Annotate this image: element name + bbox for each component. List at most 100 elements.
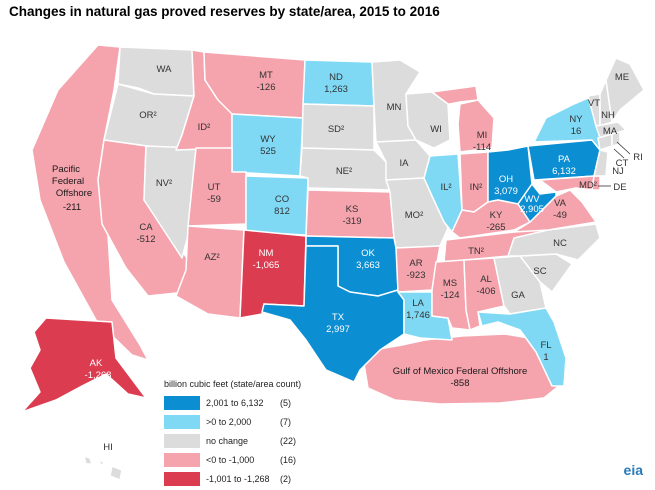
label-nh: NH (601, 110, 615, 121)
map-title: Changes in natural gas proved reserves b… (9, 4, 440, 19)
label-la-value: 1,746 (406, 310, 430, 321)
label-id: ID² (198, 122, 211, 133)
label-pa-value: 6,132 (552, 166, 576, 177)
label-ky-value: -265 (486, 222, 505, 233)
legend-item-1: 2,001 to 6,132 (5) (164, 395, 301, 411)
label-oh: OH (499, 174, 513, 185)
legend-count-3: (22) (280, 436, 297, 446)
label-tx: TX (332, 312, 345, 323)
label-wv-value: 2,905 (520, 204, 544, 215)
state-md[interactable] (539, 175, 595, 193)
label-mo: MO² (405, 210, 423, 221)
label-fl-value: 1 (543, 352, 548, 363)
label-in: IN² (470, 182, 483, 193)
state-mi[interactable] (431, 85, 495, 153)
label-sd: SD² (328, 124, 344, 135)
label-ak: AK (90, 358, 103, 369)
state-il[interactable] (423, 153, 463, 233)
label-ma: MA (603, 126, 618, 137)
label-wv: WV (524, 194, 540, 205)
label-la: LA (412, 298, 424, 309)
legend-swatch-4 (164, 453, 200, 467)
label-az: AZ² (204, 252, 219, 263)
label-mn: MN (387, 102, 402, 113)
label-ny: NY (569, 114, 583, 125)
label-pacific-value: -211 (63, 202, 81, 213)
label-mi: MI (477, 130, 488, 141)
legend-item-4: <0 to -1,000 (16) (164, 452, 301, 468)
legend-item-5: -1,001 to -1,268 (2) (164, 471, 301, 487)
label-al-value: -406 (476, 286, 495, 297)
label-ks: KS (346, 204, 359, 215)
state-fl[interactable] (477, 307, 567, 387)
legend-count-1: (5) (280, 398, 291, 408)
legend-label-4: <0 to -1,000 (206, 455, 255, 465)
legend-count-2: (7) (280, 417, 291, 427)
label-il: IL² (440, 182, 451, 193)
legend-swatch-2 (164, 415, 200, 429)
label-ut-value: -59 (207, 194, 221, 205)
legend-swatch-5 (164, 472, 200, 486)
label-pa: PA (558, 154, 571, 165)
label-md: MD² (579, 180, 597, 191)
label-va: VA (554, 198, 567, 209)
label-co: CO (275, 194, 289, 205)
label-sc: SC (533, 266, 546, 277)
label-mt-value: -126 (256, 82, 275, 93)
label-nm-value: -1,065 (253, 260, 280, 271)
legend-swatch-1 (164, 396, 200, 410)
label-gulf-offshore-value: -858 (450, 378, 469, 389)
legend-item-3: no change (22) (164, 433, 301, 449)
label-ms-value: -124 (440, 290, 459, 301)
label-nj: NJ (612, 166, 624, 177)
label-oh-value: 3,079 (494, 186, 518, 197)
state-wv[interactable] (517, 183, 557, 223)
state-ne[interactable] (299, 147, 391, 191)
region-pacific-offshore[interactable] (31, 44, 149, 361)
legend-count-4: (16) (280, 455, 297, 465)
label-wy: WY (260, 134, 276, 145)
state-ky[interactable] (451, 199, 531, 239)
label-pacific-line1: Pacific (52, 164, 80, 175)
label-co-value: 812 (274, 206, 290, 217)
eia-logo: eia (623, 462, 643, 478)
label-tn: TN² (468, 246, 484, 257)
label-ca: CA (139, 222, 153, 233)
state-ma[interactable] (595, 121, 627, 139)
state-hi[interactable] (83, 455, 123, 481)
label-de: DE (613, 182, 626, 193)
label-pacific-line3: Offshore (56, 188, 92, 199)
label-vt: VT (588, 98, 600, 109)
label-ms: MS (443, 278, 457, 289)
label-va-value: -49 (553, 210, 567, 221)
state-ak[interactable] (21, 317, 147, 413)
state-me[interactable] (605, 57, 645, 123)
legend-count-5: (2) (280, 474, 291, 484)
legend-label-3: no change (206, 436, 249, 446)
label-or: OR² (139, 110, 156, 121)
label-pacific-line2: Federal (52, 176, 84, 187)
state-nd[interactable] (302, 59, 375, 107)
label-ky: KY (490, 210, 503, 221)
label-ri: RI (633, 152, 643, 163)
legend-title: billion cubic feet (state/area count) (164, 379, 302, 389)
label-ut: UT (208, 182, 221, 193)
legend-label-5: -1,001 to -1,268 (206, 474, 270, 484)
label-hi: HI (103, 442, 113, 453)
legend-label-2: >0 to 2,000 (206, 417, 252, 427)
label-mi-value: -114 (473, 142, 491, 153)
state-nj[interactable] (593, 149, 609, 177)
label-ny-value: 16 (571, 126, 582, 137)
label-nd: ND (329, 72, 343, 83)
label-al: AL (480, 274, 492, 285)
label-fl: FL (540, 340, 551, 351)
state-wy[interactable] (231, 113, 304, 177)
label-ar: AR (409, 258, 422, 269)
label-ga: GA (511, 290, 525, 301)
state-tx[interactable] (261, 245, 405, 383)
legend: billion cubic feet (state/area count) 2,… (164, 379, 301, 490)
label-nd-value: 1,263 (324, 84, 348, 95)
label-wy-value: 525 (260, 146, 276, 157)
label-wi: WI (430, 124, 442, 135)
